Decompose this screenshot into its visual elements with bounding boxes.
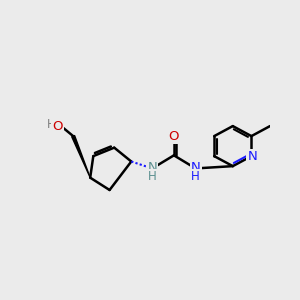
Text: H: H (47, 118, 56, 131)
Text: N: N (147, 161, 157, 174)
Text: H: H (191, 169, 200, 183)
Text: O: O (169, 130, 179, 142)
Text: O: O (52, 120, 63, 133)
Text: N: N (191, 161, 200, 174)
Text: H: H (148, 169, 157, 183)
Polygon shape (72, 136, 90, 178)
Text: N: N (247, 150, 257, 163)
